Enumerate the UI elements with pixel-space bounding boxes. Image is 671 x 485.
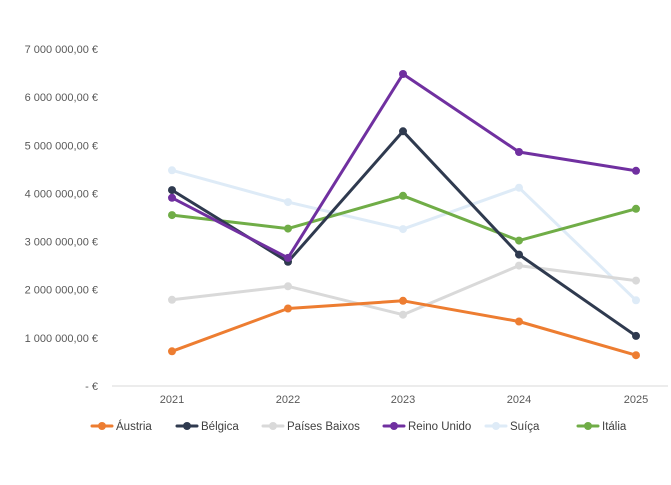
legend-marker bbox=[98, 422, 106, 430]
legend-item-suica: Suíça bbox=[484, 421, 540, 433]
y-tick-label: 1 000 000,00 € bbox=[25, 333, 98, 345]
y-tick-label: 6 000 000,00 € bbox=[25, 92, 98, 104]
series-line-austria bbox=[170, 299, 638, 357]
data-point-paises-baixos bbox=[168, 295, 176, 304]
data-point-reino-unido bbox=[632, 166, 640, 175]
legend-label: Reino Unido bbox=[408, 421, 471, 433]
series-austria bbox=[168, 296, 640, 360]
series-paises-baixos bbox=[168, 261, 640, 319]
data-point-paises-baixos bbox=[632, 276, 640, 285]
data-point-italia bbox=[284, 224, 292, 233]
data-point-austria bbox=[284, 304, 292, 313]
data-point-paises-baixos bbox=[515, 261, 523, 270]
legend-label: Áustria bbox=[116, 420, 152, 433]
legend-label: Itália bbox=[602, 421, 627, 433]
legend-item-paises-baixos: Países Baixos bbox=[261, 421, 360, 433]
data-point-belgica bbox=[168, 186, 176, 195]
y-tick-label: 2 000 000,00 € bbox=[25, 285, 98, 297]
legend-marker bbox=[269, 422, 277, 430]
legend-item-reino-unido: Reino Unido bbox=[382, 421, 471, 433]
data-point-italia bbox=[399, 191, 407, 200]
data-point-paises-baixos bbox=[284, 282, 292, 291]
legend-marker bbox=[183, 422, 191, 430]
data-point-austria bbox=[399, 296, 407, 305]
x-tick-label: 2022 bbox=[276, 394, 300, 406]
data-point-paises-baixos bbox=[399, 310, 407, 319]
plot-area bbox=[168, 70, 640, 360]
series-line-paises-baixos bbox=[170, 264, 638, 317]
data-point-reino-unido bbox=[399, 70, 407, 78]
x-axis: 2021 2022 2023 2024 2025 bbox=[160, 394, 648, 406]
data-point-belgica bbox=[399, 127, 407, 136]
data-point-reino-unido bbox=[284, 253, 292, 262]
x-tick-label: 2021 bbox=[160, 394, 184, 406]
data-point-suica bbox=[515, 183, 523, 192]
legend-label: Bélgica bbox=[201, 421, 239, 433]
data-point-italia bbox=[515, 236, 523, 245]
legend-item-austria: Áustria bbox=[90, 420, 152, 433]
legend-marker bbox=[492, 422, 500, 430]
y-tick-label: 7 000 000,00 € bbox=[25, 44, 98, 56]
x-tick-label: 2023 bbox=[391, 394, 415, 406]
data-point-suica bbox=[632, 296, 640, 305]
y-tick-label: 3 000 000,00 € bbox=[25, 237, 98, 249]
legend-marker bbox=[390, 422, 398, 430]
data-point-austria bbox=[515, 317, 523, 326]
y-tick-label: 4 000 000,00 € bbox=[25, 188, 98, 200]
data-point-suica bbox=[399, 225, 407, 234]
data-point-reino-unido bbox=[168, 193, 176, 202]
legend-label: Suíça bbox=[510, 421, 540, 433]
x-tick-label: 2025 bbox=[624, 394, 648, 406]
legend: Áustria Bélgica Países Baixos Reino Unido Su… bbox=[90, 420, 627, 433]
series-italia bbox=[168, 191, 640, 245]
y-axis: - € 1 000 000,00 € 2 000 000,00 € 3 000 000… bbox=[25, 44, 98, 393]
series-reino-unido bbox=[168, 70, 640, 262]
data-point-reino-unido bbox=[515, 148, 523, 156]
legend-marker bbox=[584, 422, 592, 430]
x-tick-label: 2024 bbox=[507, 394, 531, 406]
legend-item-italia: Itália bbox=[576, 421, 627, 433]
data-point-belgica bbox=[515, 250, 523, 259]
y-tick-label: 5 000 000,00 € bbox=[25, 140, 98, 152]
legend-label: Países Baixos bbox=[287, 421, 360, 433]
data-point-suica bbox=[168, 166, 176, 175]
data-point-austria bbox=[168, 347, 176, 356]
y-tick-label: - € bbox=[85, 381, 98, 393]
data-point-suica bbox=[284, 198, 292, 207]
data-point-italia bbox=[168, 211, 176, 220]
data-point-belgica bbox=[632, 331, 640, 340]
data-point-austria bbox=[632, 351, 640, 360]
series-suica bbox=[168, 166, 640, 305]
legend-item-belgica: Bélgica bbox=[175, 421, 239, 433]
data-point-italia bbox=[632, 204, 640, 213]
